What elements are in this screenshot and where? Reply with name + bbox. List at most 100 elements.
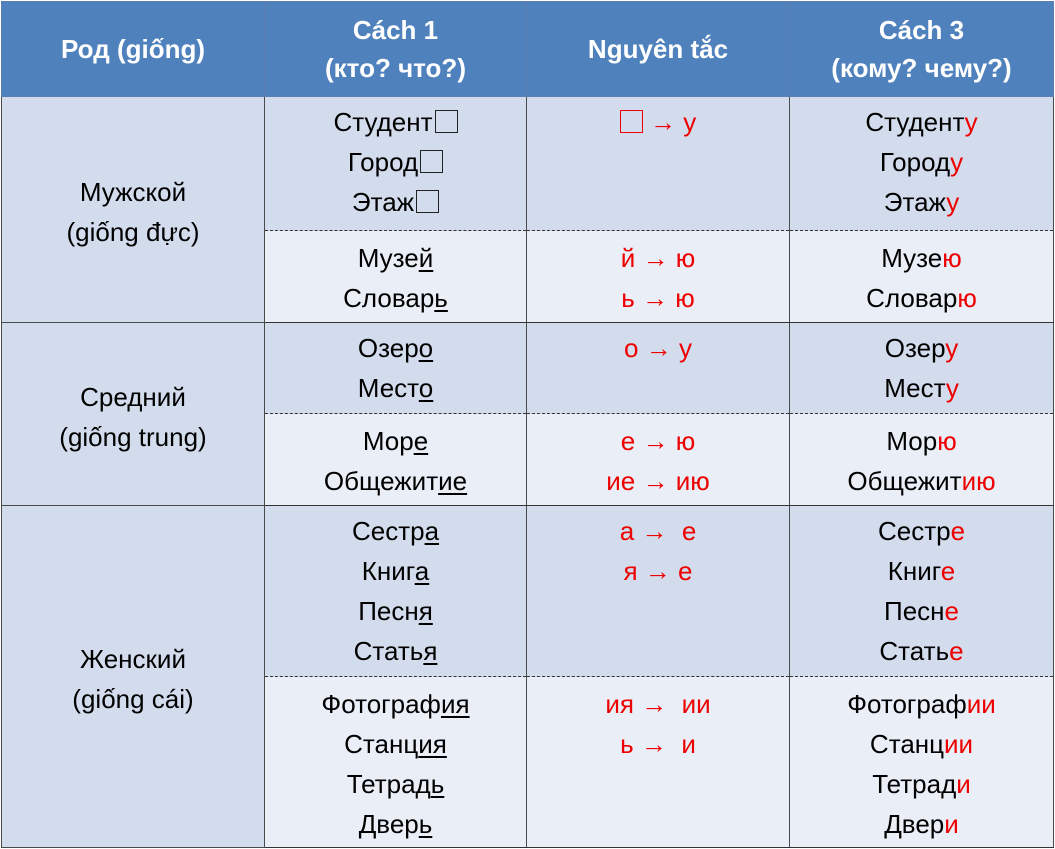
word-stem: Мест	[357, 373, 419, 403]
header-rule-title: Nguyên tắc	[587, 34, 729, 64]
dative-word: Студенту	[790, 102, 1053, 142]
rule-from: ь	[620, 729, 634, 759]
table-row: Море Общежитие е → ю ие → ию Морю Общежитию	[2, 413, 1054, 506]
rule-from: ь	[621, 283, 635, 313]
word-ending: ии	[944, 729, 974, 759]
rule-line: а → е	[527, 511, 789, 551]
gender-cell: Мужской (giống đực)	[1, 96, 265, 323]
word-ending: ь	[430, 769, 445, 799]
rule-arrow: →	[637, 556, 679, 586]
rule-line: я → е	[527, 551, 789, 591]
table-body: Мужской (giống đực) Студент Город Этаж → у Ст…	[1, 96, 1054, 848]
word-ending: ии	[966, 689, 996, 719]
nominative-word: Общежитие	[265, 461, 526, 501]
dative-word: Месту	[790, 368, 1053, 408]
nominative-word: Сестра	[265, 511, 526, 551]
gender-vi: (giống đực)	[66, 217, 200, 247]
rule-from: я	[623, 556, 638, 586]
rule-arrow: →	[633, 729, 675, 759]
word-stem: Песн	[358, 596, 419, 626]
header-rule: Nguyên tắc	[526, 1, 790, 97]
word-stem: Озер	[884, 333, 946, 363]
dative-word: Озеру	[790, 328, 1053, 368]
table-row: Женский (giống cái) Сестра Книга Песня Статья…	[1, 505, 1054, 848]
word-ending: и	[944, 809, 959, 839]
rule-line: → у	[527, 102, 789, 142]
rule-cell: о → у	[526, 322, 790, 414]
rule-from: ия	[605, 689, 634, 719]
rule-from: ие	[606, 466, 636, 496]
word-stem: Общежит	[323, 466, 439, 496]
word-ending: я	[423, 636, 438, 666]
gender-vi: (giống trung)	[59, 421, 207, 452]
word-stem: Стать	[879, 636, 950, 666]
rule-to: у	[683, 107, 697, 137]
nominative-word: Станция	[265, 724, 526, 764]
dative-word: Книге	[790, 551, 1053, 591]
word-stem: Мор	[886, 426, 938, 456]
rule-line: о → у	[527, 328, 789, 368]
rule-line: ь → ю	[527, 278, 789, 318]
table-row: Средний (giống trung) Озер о Место о → у Озеру…	[1, 322, 1054, 506]
dative-word: Морю	[790, 421, 1053, 461]
rule-arrow: →	[633, 689, 675, 719]
dative-word: Музею	[790, 238, 1053, 278]
rule-arrow: →	[635, 426, 676, 456]
word-ending: ь	[418, 809, 433, 839]
word-stem: Двер	[884, 809, 945, 839]
word-ending: и	[956, 769, 971, 799]
nominative-word: Студент	[265, 102, 526, 142]
gender-ru: Средний	[80, 381, 186, 412]
rule-to: и	[674, 729, 696, 759]
nominative-cell: Море Общежитие	[264, 413, 527, 506]
rule-cell: → у	[526, 96, 790, 231]
nominative-cell: Сестра Книга Песня Статья	[264, 505, 527, 677]
word-stem: Двер	[358, 809, 419, 839]
rule-arrow: →	[634, 516, 675, 546]
word-ending: у	[945, 333, 959, 363]
word-stem: Музе	[881, 243, 943, 273]
rule-arrow: →	[635, 466, 676, 496]
dative-word: Этажу	[790, 182, 1053, 222]
word-ending: е	[413, 426, 429, 456]
header-nominative-question: (кто? что?)	[325, 53, 466, 83]
word-ending: ию	[961, 466, 996, 496]
nominative-word: Музей	[265, 238, 526, 278]
dative-word: Двери	[790, 804, 1053, 844]
header-row: Род (giống) Cách 1 (кто? что?) Nguyên tắc…	[1, 1, 1054, 97]
dative-cell: Сестре Книге Песне Статье	[789, 505, 1054, 677]
rule-arrow: →	[635, 243, 676, 273]
header-nominative: Cách 1 (кто? что?)	[264, 1, 527, 97]
word-ending: у	[950, 147, 964, 177]
dative-word: Сестре	[790, 511, 1053, 551]
word-ending: о	[418, 333, 434, 363]
word-ending: ю	[937, 426, 957, 456]
nominative-word: Этаж	[265, 182, 526, 222]
table-row: Мужской (giống đực) Студент Город Этаж → у Ст…	[1, 96, 1054, 323]
word-ending: у	[964, 107, 978, 137]
word-ending: ия	[440, 689, 470, 719]
dative-word: Тетради	[790, 764, 1053, 804]
word-stem: Сестр	[877, 516, 951, 546]
rule-from: а	[619, 516, 635, 546]
header-dative-question: (кому? чему?)	[831, 53, 1012, 83]
dative-cell: Музею Словарю	[789, 230, 1054, 323]
gender-cell: Женский (giống cái)	[1, 505, 265, 848]
nominative-word: Место	[265, 368, 526, 408]
nominative-word: Фотография	[265, 684, 526, 724]
gender-vi: (giống cái)	[72, 684, 194, 714]
rule-arrow: →	[642, 107, 684, 137]
word-stem: Этаж	[351, 187, 415, 217]
word-ending: ь	[434, 283, 448, 313]
word-ending: а	[424, 516, 440, 546]
nominative-cell: Озеро Место	[264, 322, 527, 414]
word-stem: Студент	[865, 107, 965, 137]
rule-arrow: →	[638, 333, 679, 363]
word-ending: ия	[418, 729, 447, 759]
rule-cell: ия → ии ь → и	[526, 676, 790, 848]
dative-word: Фотографии	[790, 684, 1053, 724]
word-stem: Книг	[361, 556, 415, 586]
word-stem: Станц	[869, 729, 945, 759]
